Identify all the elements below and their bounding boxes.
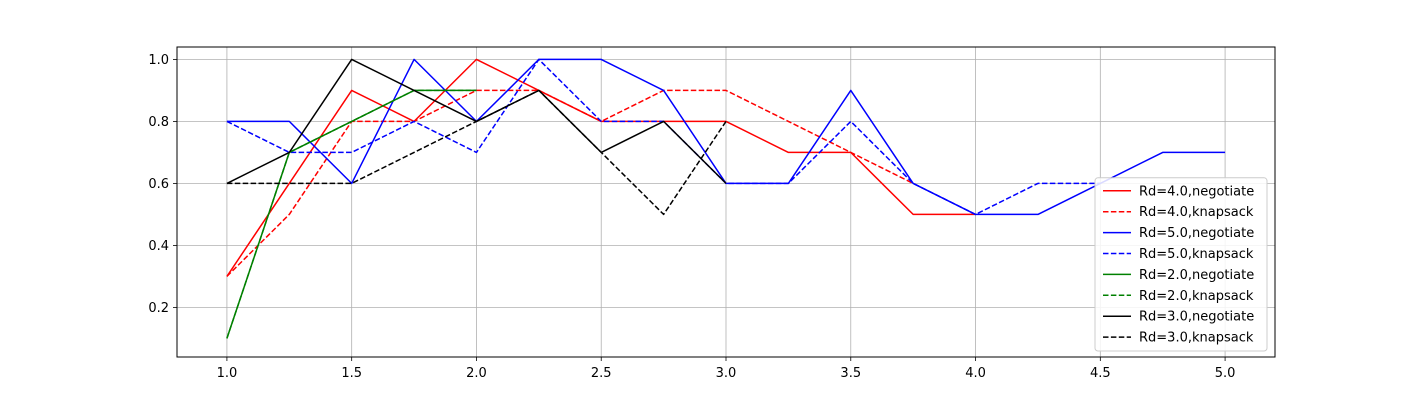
y-axis: 0.2 0.4 0.6 0.8 1.0 (148, 53, 177, 316)
series-lines (226, 58, 1226, 339)
legend-label: Rd=2.0,negotiate (1139, 268, 1254, 283)
x-tick-label: 4.5 (1090, 366, 1111, 381)
x-tick-label: 5.0 (1215, 366, 1236, 381)
x-tick-label: 3.0 (716, 366, 737, 381)
y-tick-label: 0.8 (148, 115, 169, 130)
legend-label: Rd=2.0,knapsack (1139, 289, 1254, 304)
x-tick-label: 3.5 (840, 366, 861, 381)
x-tick-label: 4.0 (965, 366, 986, 381)
x-tick-label: 1.5 (341, 366, 362, 381)
legend-label: Rd=5.0,knapsack (1139, 247, 1254, 262)
legend-label: Rd=4.0,knapsack (1139, 205, 1254, 220)
x-axis: 1.0 1.5 2.0 2.5 3.0 3.5 4.0 4.5 5.0 (217, 357, 1236, 381)
legend-label: Rd=4.0,negotiate (1139, 184, 1254, 199)
series-line (226, 89, 477, 339)
y-tick-label: 0.4 (148, 239, 169, 254)
legend-label: Rd=3.0,knapsack (1139, 331, 1254, 346)
legend: Rd=4.0,negotiate Rd=4.0,knapsack Rd=5.0,ne… (1094, 177, 1268, 352)
y-tick-label: 0.2 (148, 301, 169, 316)
x-tick-label: 2.0 (466, 366, 487, 381)
x-tick-label: 2.5 (591, 366, 612, 381)
legend-label: Rd=5.0,negotiate (1139, 226, 1254, 241)
x-tick-label: 1.0 (217, 366, 238, 381)
series-line (226, 89, 914, 277)
legend-box (1094, 177, 1268, 352)
legend-label: Rd=3.0,negotiate (1139, 310, 1254, 325)
y-tick-label: 0.6 (148, 177, 169, 192)
series-line (226, 89, 727, 216)
y-tick-label: 1.0 (148, 53, 169, 68)
series-line (226, 58, 1101, 216)
